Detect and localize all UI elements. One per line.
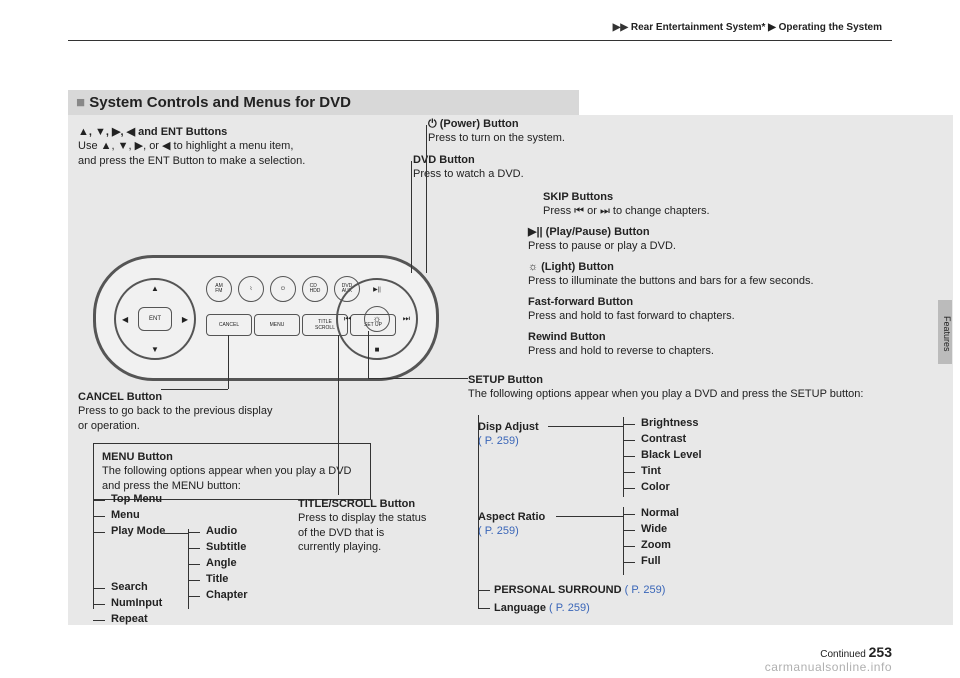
connector-line bbox=[188, 529, 189, 609]
tree-item: Search bbox=[93, 581, 165, 593]
page-number: 253 bbox=[869, 644, 892, 660]
tree-item: Contrast bbox=[623, 433, 702, 445]
dpad-right-icon[interactable]: ▶ bbox=[182, 315, 188, 324]
callout-ff: Fast-forward Button Press and hold to fa… bbox=[528, 295, 888, 324]
watermark: carmanualsonline.info bbox=[765, 660, 892, 674]
amfm-button[interactable]: AMFM bbox=[206, 276, 232, 302]
aspect-ratio-items: Normal Wide Zoom Full bbox=[623, 507, 679, 571]
leader-line bbox=[426, 125, 427, 273]
connector-line bbox=[93, 497, 94, 609]
tree-item: Play Mode bbox=[93, 525, 165, 537]
tree-item: Chapter bbox=[188, 589, 248, 601]
tree-item: Full bbox=[623, 555, 679, 567]
menu-button-box: MENU Button The following options appear… bbox=[93, 443, 371, 500]
footer: Continued 253 bbox=[820, 644, 892, 660]
leader-line bbox=[368, 331, 369, 379]
leader-line bbox=[411, 161, 412, 273]
callout-light: ☼ (Light) Button Press to illuminate the… bbox=[528, 260, 948, 289]
dpad-up-icon[interactable]: ▲ bbox=[151, 284, 159, 293]
connector-line bbox=[164, 533, 188, 534]
connector-line bbox=[623, 417, 624, 497]
dpad[interactable]: ▲ ▼ ◀ ▶ ENT bbox=[114, 278, 196, 360]
callout-skip: SKIP Buttons Press ⏮ or ⏭ to change chap… bbox=[543, 190, 843, 219]
play-pause-button[interactable] bbox=[373, 284, 381, 293]
ent-button[interactable]: ENT bbox=[138, 307, 172, 331]
tree-item: Wide bbox=[623, 523, 679, 535]
dpad-down-icon[interactable]: ▼ bbox=[151, 345, 159, 354]
section-title: ■ System Controls and Menus for DVD bbox=[68, 90, 579, 115]
tree-item: Black Level bbox=[623, 449, 702, 461]
leader-line bbox=[368, 378, 438, 379]
tree-item: Normal bbox=[623, 507, 679, 519]
header-rule bbox=[68, 40, 892, 41]
tree-item: Zoom bbox=[623, 539, 679, 551]
tree-item: Brightness bbox=[623, 417, 702, 429]
callout-power: ⏻ (Power) Button Press to turn on the sy… bbox=[428, 117, 698, 146]
tree-item: Audio bbox=[188, 525, 248, 537]
tree-item: Menu bbox=[93, 509, 165, 521]
tree-item: Tint bbox=[623, 465, 702, 477]
leader-line bbox=[338, 335, 339, 495]
dpad-left-icon[interactable]: ◀ bbox=[122, 315, 128, 324]
light-button[interactable]: ☼ bbox=[364, 306, 390, 332]
content-panel: ▲, ▼, ▶, ◀ and ENT Buttons Use ▲, ▼, ▶, … bbox=[68, 115, 953, 625]
tree-item: NumInput bbox=[93, 597, 165, 609]
circle-pad: ■ ⏮ ⏭ ☼ bbox=[336, 278, 418, 360]
tree-item: Title bbox=[188, 573, 248, 585]
tree-item: Color bbox=[623, 481, 702, 493]
connector-line bbox=[548, 426, 623, 427]
tree-item: Subtitle bbox=[188, 541, 248, 553]
connector-line bbox=[623, 507, 624, 575]
leader-line bbox=[438, 378, 468, 379]
skip-fwd-button[interactable]: ⏭ bbox=[403, 314, 410, 324]
leader-line bbox=[228, 335, 229, 389]
language-label: Language ( P. 259) bbox=[478, 601, 590, 615]
callout-dvd: DVD Button Press to watch a DVD. bbox=[413, 153, 683, 182]
cdhdd-button[interactable]: CDHDD bbox=[302, 276, 328, 302]
source-row: AMFM ⌇ ⏻ CDHDD DVDAUX bbox=[206, 276, 360, 302]
menu-tree: Top Menu Menu Play Mode Search NumInput … bbox=[93, 493, 165, 629]
callout-play: ▶|| (Play/Pause) Button Press to pause o… bbox=[528, 225, 828, 254]
power-button[interactable]: ⏻ bbox=[270, 276, 296, 302]
callout-dpad: ▲, ▼, ▶, ◀ and ENT Buttons Use ▲, ▼, ▶, … bbox=[78, 125, 308, 168]
side-tab-features: Features bbox=[938, 300, 952, 364]
tree-item: Angle bbox=[188, 557, 248, 569]
menu-button[interactable]: MENU bbox=[254, 314, 300, 336]
leader-line bbox=[161, 389, 228, 390]
xm-button[interactable]: ⌇ bbox=[238, 276, 264, 302]
disp-adjust-label: Disp Adjust ( P. 259) bbox=[478, 420, 539, 449]
tree-item: Top Menu bbox=[93, 493, 165, 505]
callout-title-scroll: TITLE/SCROLL Button Press to display the… bbox=[298, 497, 428, 554]
stop-button[interactable]: ■ bbox=[375, 345, 380, 354]
breadcrumb-arrows: ▶▶ bbox=[613, 22, 628, 33]
tree-item: Repeat bbox=[93, 613, 165, 625]
skip-back-button[interactable]: ⏮ bbox=[344, 314, 351, 324]
breadcrumb: ▶▶ Rear Entertainment System* ▶ Operatin… bbox=[613, 22, 882, 33]
callout-cancel: CANCEL Button Press to go back to the pr… bbox=[78, 390, 278, 433]
playmode-subtree: Audio Subtitle Angle Title Chapter bbox=[188, 525, 248, 605]
callout-setup: SETUP Button The following options appea… bbox=[468, 373, 868, 402]
cancel-button[interactable]: CANCEL bbox=[206, 314, 252, 336]
remote-device: ▲ ▼ ◀ ▶ ENT AMFM ⌇ ⏻ CDHDD DVDAUX CANCEL… bbox=[93, 255, 439, 381]
callout-rewind: Rewind Button Press and hold to reverse … bbox=[528, 330, 888, 359]
connector-line bbox=[478, 415, 479, 609]
aspect-ratio-label: Aspect Ratio ( P. 259) bbox=[478, 510, 545, 539]
disp-adjust-items: Brightness Contrast Black Level Tint Col… bbox=[623, 417, 702, 497]
personal-surround-label: PERSONAL SURROUND ( P. 259) bbox=[478, 583, 665, 597]
connector-line bbox=[556, 516, 623, 517]
breadcrumb-text: Rear Entertainment System* ▶ Operating t… bbox=[631, 22, 882, 33]
